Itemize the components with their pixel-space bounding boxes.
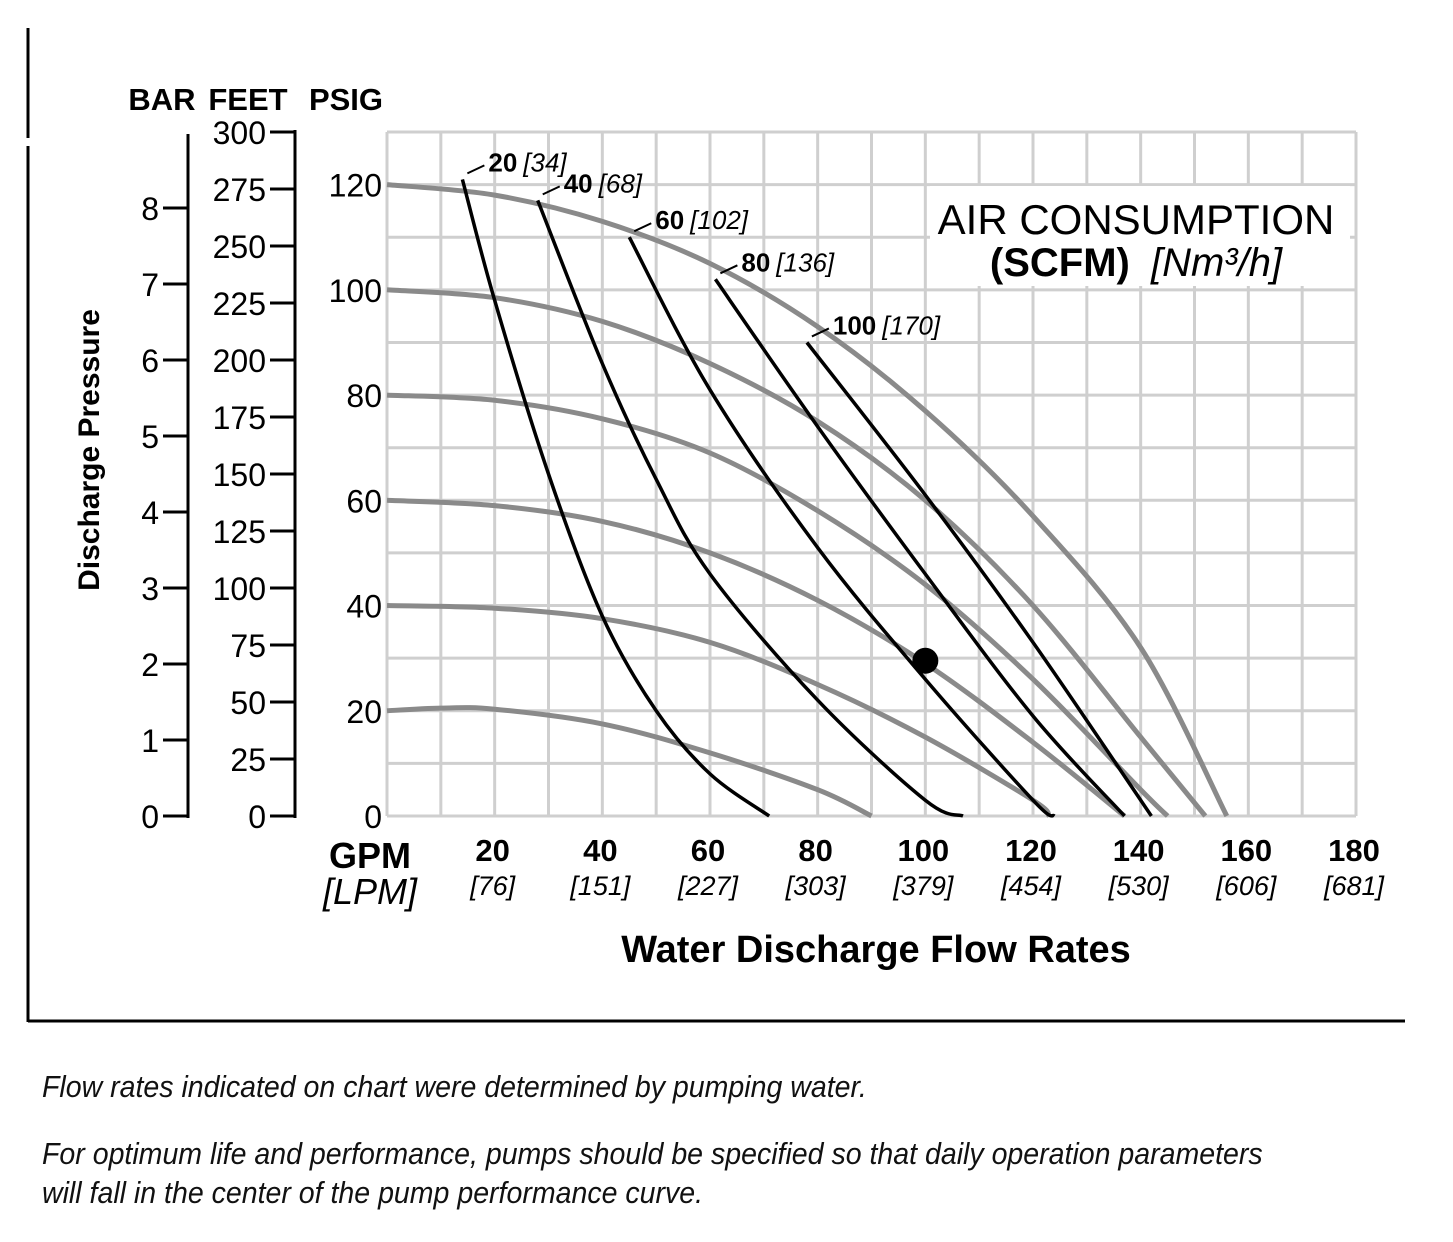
chart-title-line1: AIR CONSUMPTION: [938, 196, 1335, 243]
feet-tick-label: 250: [213, 229, 266, 265]
air-curve-leader: [542, 185, 561, 196]
pressure-curve: [386, 392, 1170, 818]
x-tick-lpm: [454]: [1000, 871, 1063, 901]
air-curve-leader: [466, 164, 485, 175]
x-tick-lpm: [681]: [1323, 871, 1386, 901]
note-optimum-line1: For optimum life and performance, pumps …: [42, 1136, 1263, 1171]
note-flow-rates: Flow rates indicated on chart were deter…: [42, 1069, 867, 1104]
feet-tick-label: 300: [213, 115, 266, 151]
bar-tick-label: 7: [141, 267, 159, 303]
feet-tick-label: 275: [213, 172, 266, 208]
feet-tick-label: 200: [213, 343, 266, 379]
x-unit-lpm: [LPM]: [322, 871, 418, 912]
title-scfm: (SCFM): [990, 241, 1130, 285]
air-curve-label: 100 [170]: [833, 310, 941, 340]
air-curve-nm3h: [170]: [881, 310, 941, 340]
pressure-curves: [386, 182, 1230, 819]
air-consumption-curves: [460, 178, 1153, 818]
air-curve-scfm: 20: [488, 147, 517, 177]
feet-tick-label: 50: [230, 685, 266, 721]
bar-unit-header: BAR: [128, 82, 195, 117]
chart-axes: 0204060801001200255075100125150175200225…: [141, 115, 1385, 901]
bar-tick-label: 0: [141, 799, 159, 835]
air-curve-scfm: 80: [741, 247, 770, 277]
air-curve-nm3h: [68]: [598, 168, 643, 198]
feet-tick-label: 0: [248, 799, 266, 835]
operating-point-marker: [912, 647, 939, 674]
bar-tick-label: 1: [141, 723, 159, 759]
x-unit-gpm: GPM: [329, 835, 411, 876]
psig-tick-label: 0: [364, 799, 382, 835]
bar-tick-label: 2: [141, 647, 159, 683]
psig-unit-header: PSIG: [309, 82, 383, 117]
feet-tick-label: 125: [213, 514, 266, 550]
x-tick-lpm: [379]: [892, 871, 955, 901]
air-curve: [627, 236, 1056, 818]
air-curve-nm3h: [34]: [522, 147, 567, 177]
air-curve-scfm: 60: [655, 205, 684, 235]
pressure-curve: [386, 287, 1208, 818]
x-tick-gpm: 40: [583, 833, 617, 868]
feet-tick-label: 75: [230, 628, 266, 664]
air-curve: [460, 178, 771, 818]
air-curve-scfm: 40: [564, 168, 593, 198]
air-curve-nm3h: [102]: [689, 205, 749, 235]
feet-tick-label: 175: [213, 400, 266, 436]
x-tick-gpm: 140: [1113, 833, 1165, 868]
x-tick-gpm: 160: [1220, 833, 1272, 868]
x-tick-lpm: [227]: [677, 871, 740, 901]
psig-tick-label: 20: [346, 694, 382, 730]
air-curve-label: 40 [68]: [564, 168, 643, 198]
bar-tick-label: 5: [141, 419, 159, 455]
air-curve-leader: [633, 222, 652, 233]
air-curve-label: 20 [34]: [488, 147, 567, 177]
air-curve: [713, 278, 1126, 818]
chart-labels: 20 [34]40 [68] 60 [102] 80 [136] 100 [170]: [466, 147, 941, 340]
x-tick-lpm: [151]: [569, 871, 632, 901]
pressure-curve: [386, 497, 1127, 818]
air-curve-label: 80 [136]: [741, 247, 835, 277]
y-axis-label: Discharge Pressure: [73, 309, 106, 591]
chart-title-line2: (SCFM) [Nm³/h]: [990, 241, 1283, 285]
air-curve: [536, 199, 964, 818]
pressure-curve: [386, 603, 1052, 818]
feet-tick-label: 100: [213, 571, 266, 607]
title-nm3h: [Nm³/h]: [1150, 241, 1283, 285]
air-curve: [805, 341, 1153, 817]
air-curve-label: 60 [102]: [655, 205, 749, 235]
x-tick-gpm: 60: [691, 833, 725, 868]
feet-unit-header: FEET: [208, 82, 287, 117]
psig-tick-label: 40: [346, 589, 382, 625]
x-tick-gpm: 20: [475, 833, 509, 868]
feet-tick-label: 25: [230, 742, 266, 778]
x-tick-lpm: [303]: [785, 871, 848, 901]
air-curve-leader: [719, 264, 738, 275]
psig-tick-label: 60: [346, 483, 382, 519]
x-tick-lpm: [530]: [1108, 871, 1171, 901]
air-curve-nm3h: [136]: [775, 247, 835, 277]
x-tick-gpm: 80: [798, 833, 832, 868]
air-curve-leader: [811, 327, 830, 338]
air-curve-scfm: 100: [833, 310, 876, 340]
feet-tick-label: 150: [213, 457, 266, 493]
title-background: [930, 186, 1350, 286]
psig-tick-label: 120: [329, 168, 382, 204]
pressure-curve: [386, 182, 1230, 818]
bar-tick-label: 8: [141, 191, 159, 227]
bar-tick-label: 3: [141, 571, 159, 607]
pressure-curve: [386, 705, 873, 819]
bar-tick-label: 6: [141, 343, 159, 379]
psig-tick-label: 100: [329, 273, 382, 309]
x-tick-lpm: [76]: [469, 871, 517, 901]
x-tick-gpm: 180: [1328, 833, 1380, 868]
note-optimum-line2: will fall in the center of the pump perf…: [42, 1175, 704, 1210]
bar-tick-label: 4: [141, 495, 159, 531]
feet-tick-label: 225: [213, 286, 266, 322]
x-tick-lpm: [606]: [1215, 871, 1278, 901]
x-tick-gpm: 120: [1005, 833, 1057, 868]
x-tick-gpm: 100: [897, 833, 949, 868]
psig-tick-label: 80: [346, 378, 382, 414]
x-axis-label: Water Discharge Flow Rates: [621, 929, 1131, 971]
